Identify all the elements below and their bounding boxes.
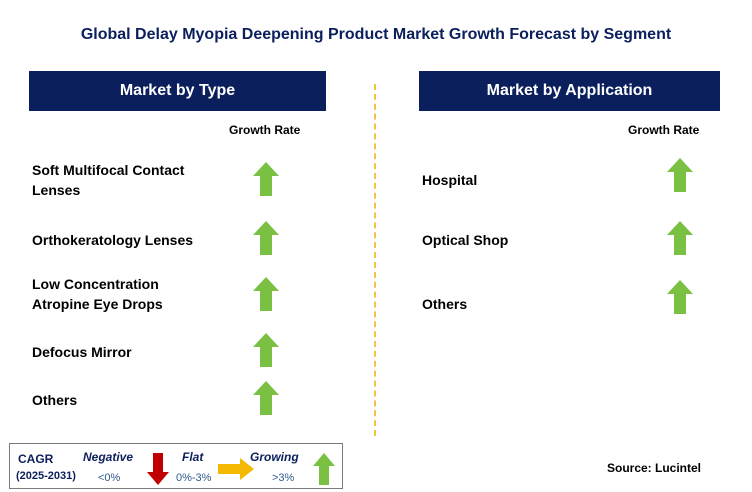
- type-item-label: Defocus Mirror: [32, 344, 132, 360]
- application-growth-rate-label: Growth Rate: [628, 123, 700, 137]
- green-up-arrow-icon: [667, 221, 693, 255]
- green-up-arrow-icon: [667, 158, 693, 192]
- application-item-label: Others: [422, 296, 468, 312]
- chart-title: Global Delay Myopia Deepening Product Ma…: [80, 26, 672, 43]
- source-label: Source: Lucintel: [607, 461, 702, 475]
- green-up-arrow-icon: [253, 333, 279, 367]
- legend-growing-value: >3%: [272, 472, 295, 484]
- application-item-label: Hospital: [422, 172, 478, 188]
- legend-flat-value: 0%-3%: [176, 472, 212, 484]
- type-item-label: Orthokeratology Lenses: [32, 232, 194, 248]
- legend-cagr-label: CAGR: [18, 452, 54, 466]
- market-by-type-header: Market by Type: [29, 71, 326, 111]
- green-up-arrow-icon: [253, 277, 279, 311]
- type-growth-rate-label: Growth Rate: [229, 123, 301, 137]
- green-up-arrow-icon: [253, 162, 279, 196]
- legend-flat-label: Flat: [182, 450, 204, 464]
- green-up-arrow-icon: [313, 453, 335, 485]
- legend-negative-label: Negative: [83, 450, 134, 464]
- panel-divider: [374, 84, 376, 436]
- orange-right-arrow-icon: [218, 458, 254, 480]
- cagr-legend: CAGR (2025-2031) Negative <0% Flat 0%-3%…: [9, 443, 343, 489]
- application-item-label: Optical Shop: [422, 232, 509, 248]
- type-item-label: Low Concentration Atropine Eye Drops: [32, 276, 163, 312]
- legend-negative-value: <0%: [98, 472, 121, 484]
- type-item-label: Soft Multifocal Contact Lenses: [32, 162, 185, 198]
- legend-growing-label: Growing: [250, 450, 299, 464]
- green-up-arrow-icon: [253, 381, 279, 415]
- green-up-arrow-icon: [667, 280, 693, 314]
- green-up-arrow-icon: [253, 221, 279, 255]
- red-down-arrow-icon: [147, 453, 169, 485]
- market-by-application-header: Market by Application: [419, 71, 720, 111]
- type-item-label: Others: [32, 392, 78, 408]
- legend-years-label: (2025-2031): [16, 470, 76, 482]
